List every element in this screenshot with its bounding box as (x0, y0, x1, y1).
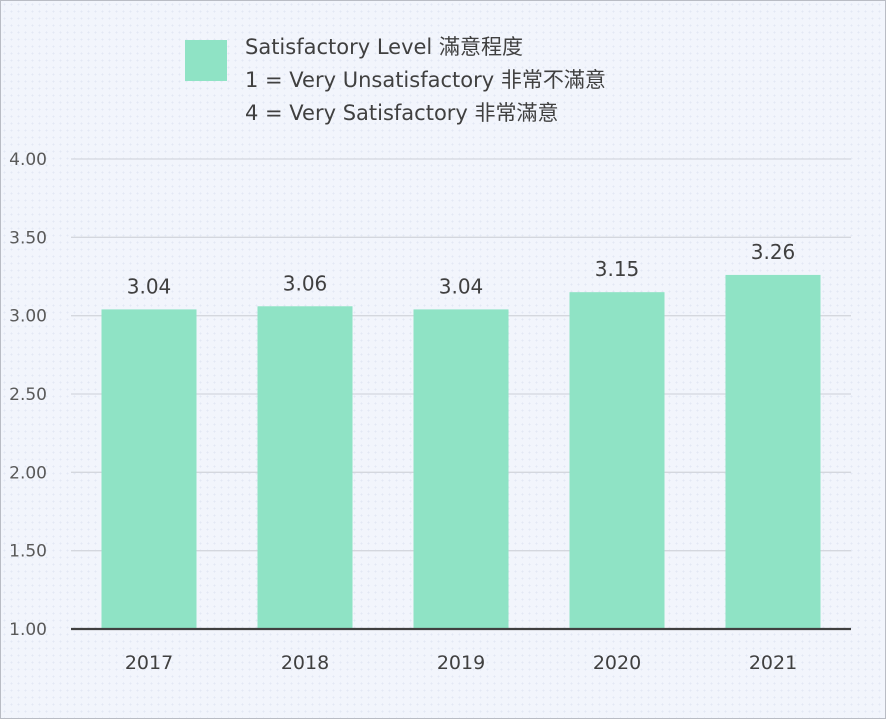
y-tick-label: 4.00 (9, 150, 47, 170)
data-label: 3.06 (283, 271, 328, 295)
y-tick-label: 2.50 (9, 385, 47, 405)
bar (101, 309, 197, 629)
bar (413, 309, 509, 629)
legend-line-scale-min: 1 = Very Unsatisfactory 非常不滿意 (245, 68, 606, 92)
x-tick-label: 2019 (437, 652, 485, 674)
legend-line-scale-max: 4 = Very Satisfactory 非常滿意 (245, 101, 559, 125)
x-tick-label: 2018 (281, 652, 329, 674)
data-label: 3.04 (439, 274, 484, 298)
legend-line-title: Satisfactory Level 滿意程度 (245, 35, 523, 59)
y-tick-label: 3.50 (9, 228, 47, 248)
bar (569, 292, 665, 629)
y-tick-label: 1.00 (9, 620, 47, 640)
y-tick-label: 2.00 (9, 463, 47, 483)
x-tick-label: 2020 (593, 652, 641, 674)
y-tick-label: 3.00 (9, 307, 47, 327)
data-label: 3.26 (751, 240, 796, 264)
bar (257, 306, 353, 629)
x-tick-label: 2017 (125, 652, 173, 674)
data-label: 3.04 (127, 274, 172, 298)
y-tick-label: 1.50 (9, 542, 47, 562)
bar (725, 274, 821, 629)
legend-swatch (185, 40, 227, 81)
data-label: 3.15 (595, 257, 640, 281)
x-tick-label: 2021 (749, 652, 797, 674)
legend-text: Satisfactory Level 滿意程度 1 = Very Unsatis… (245, 31, 705, 130)
